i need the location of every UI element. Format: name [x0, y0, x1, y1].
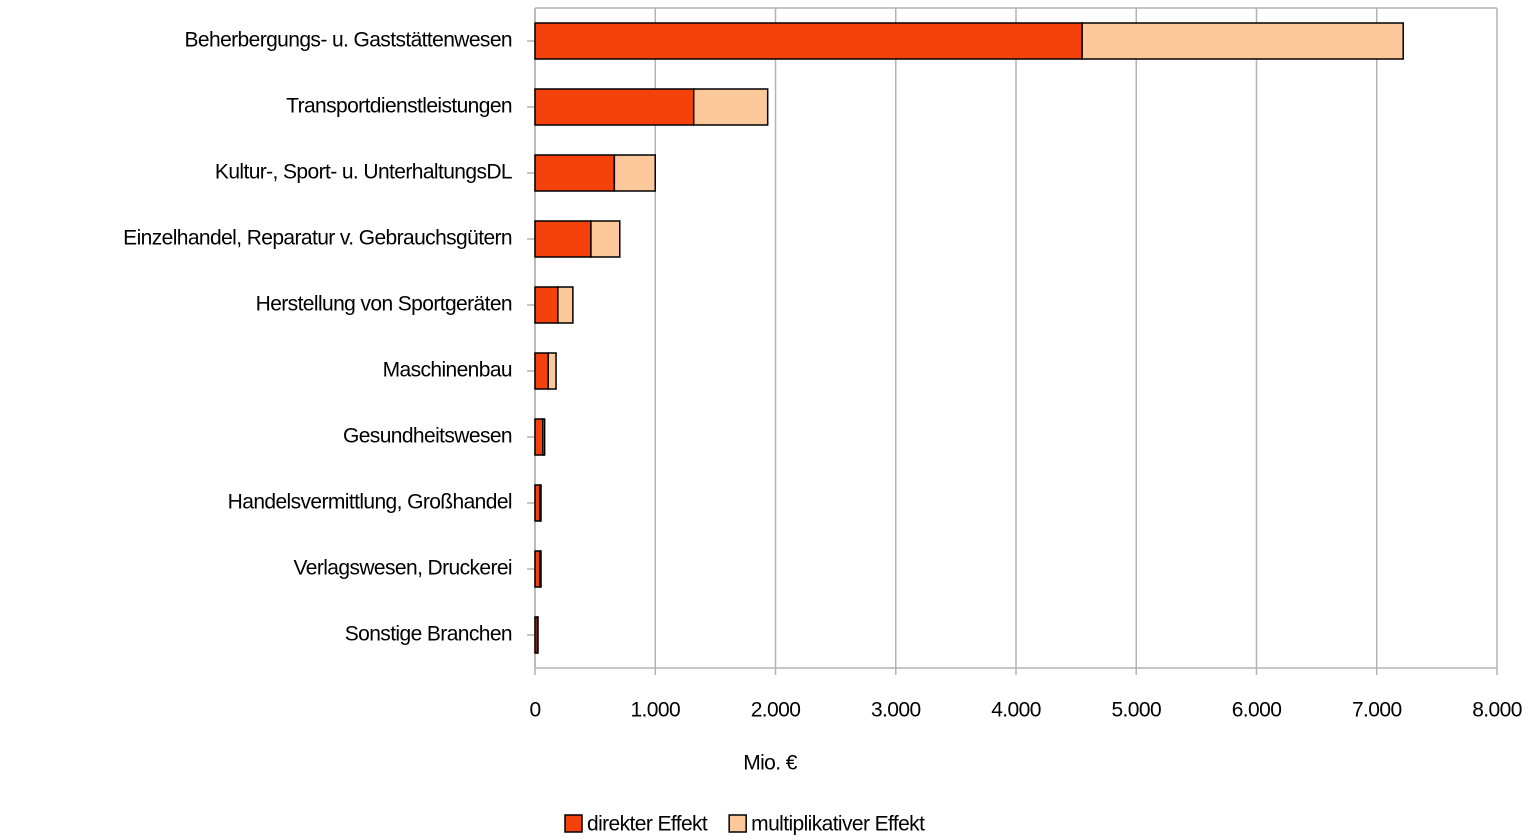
bar — [590, 220, 621, 258]
y-tick-label: Maschinenbau — [383, 359, 512, 382]
x-tick-label: 3.000 — [871, 699, 921, 722]
bar — [534, 352, 549, 390]
bar — [539, 550, 542, 588]
legend-label: multiplikativer Effekt — [751, 813, 925, 836]
y-tick-label: Einzelhandel, Reparatur v. Gebrauchsgüte… — [123, 227, 512, 250]
legend-swatch — [564, 814, 583, 833]
bar — [534, 418, 544, 456]
x-tick-label: 7.000 — [1352, 699, 1402, 722]
bar — [534, 220, 592, 258]
bar — [557, 286, 574, 324]
x-tick-label: 8.000 — [1472, 699, 1522, 722]
x-tick-label: 1.000 — [630, 699, 680, 722]
x-tick-label: 4.000 — [991, 699, 1041, 722]
bar — [1081, 22, 1404, 60]
x-tick-label: 2.000 — [751, 699, 801, 722]
bar — [534, 22, 1083, 60]
bar — [536, 616, 539, 654]
y-tick-label: Verlagswesen, Druckerei — [294, 557, 512, 580]
x-axis-label: Mio. € — [743, 752, 798, 775]
y-tick-label: Beherbergungs- u. Gaststättenwesen — [185, 29, 512, 52]
bar — [539, 484, 542, 522]
y-tick-label: Gesundheitswesen — [343, 425, 512, 448]
bar — [613, 154, 656, 192]
x-tick-label: 0 — [529, 699, 540, 722]
y-tick-label: Herstellung von Sportgeräten — [256, 293, 512, 316]
bar — [692, 88, 769, 126]
y-tick-label: Kultur-, Sport- u. UnterhaltungsDL — [215, 161, 512, 184]
legend-label: direkter Effekt — [587, 813, 708, 836]
bar — [534, 88, 695, 126]
x-tick-label: 5.000 — [1111, 699, 1161, 722]
x-tick-label: 6.000 — [1232, 699, 1282, 722]
legend-swatch — [728, 814, 747, 833]
bar — [534, 286, 559, 324]
y-tick-label: Transportdienstleistungen — [286, 95, 512, 118]
y-tick-label: Handelsvermittlung, Großhandel — [228, 491, 512, 514]
y-tick-label: Sonstige Branchen — [345, 623, 512, 646]
bar — [547, 352, 557, 390]
bar — [534, 154, 616, 192]
bar — [542, 418, 546, 456]
